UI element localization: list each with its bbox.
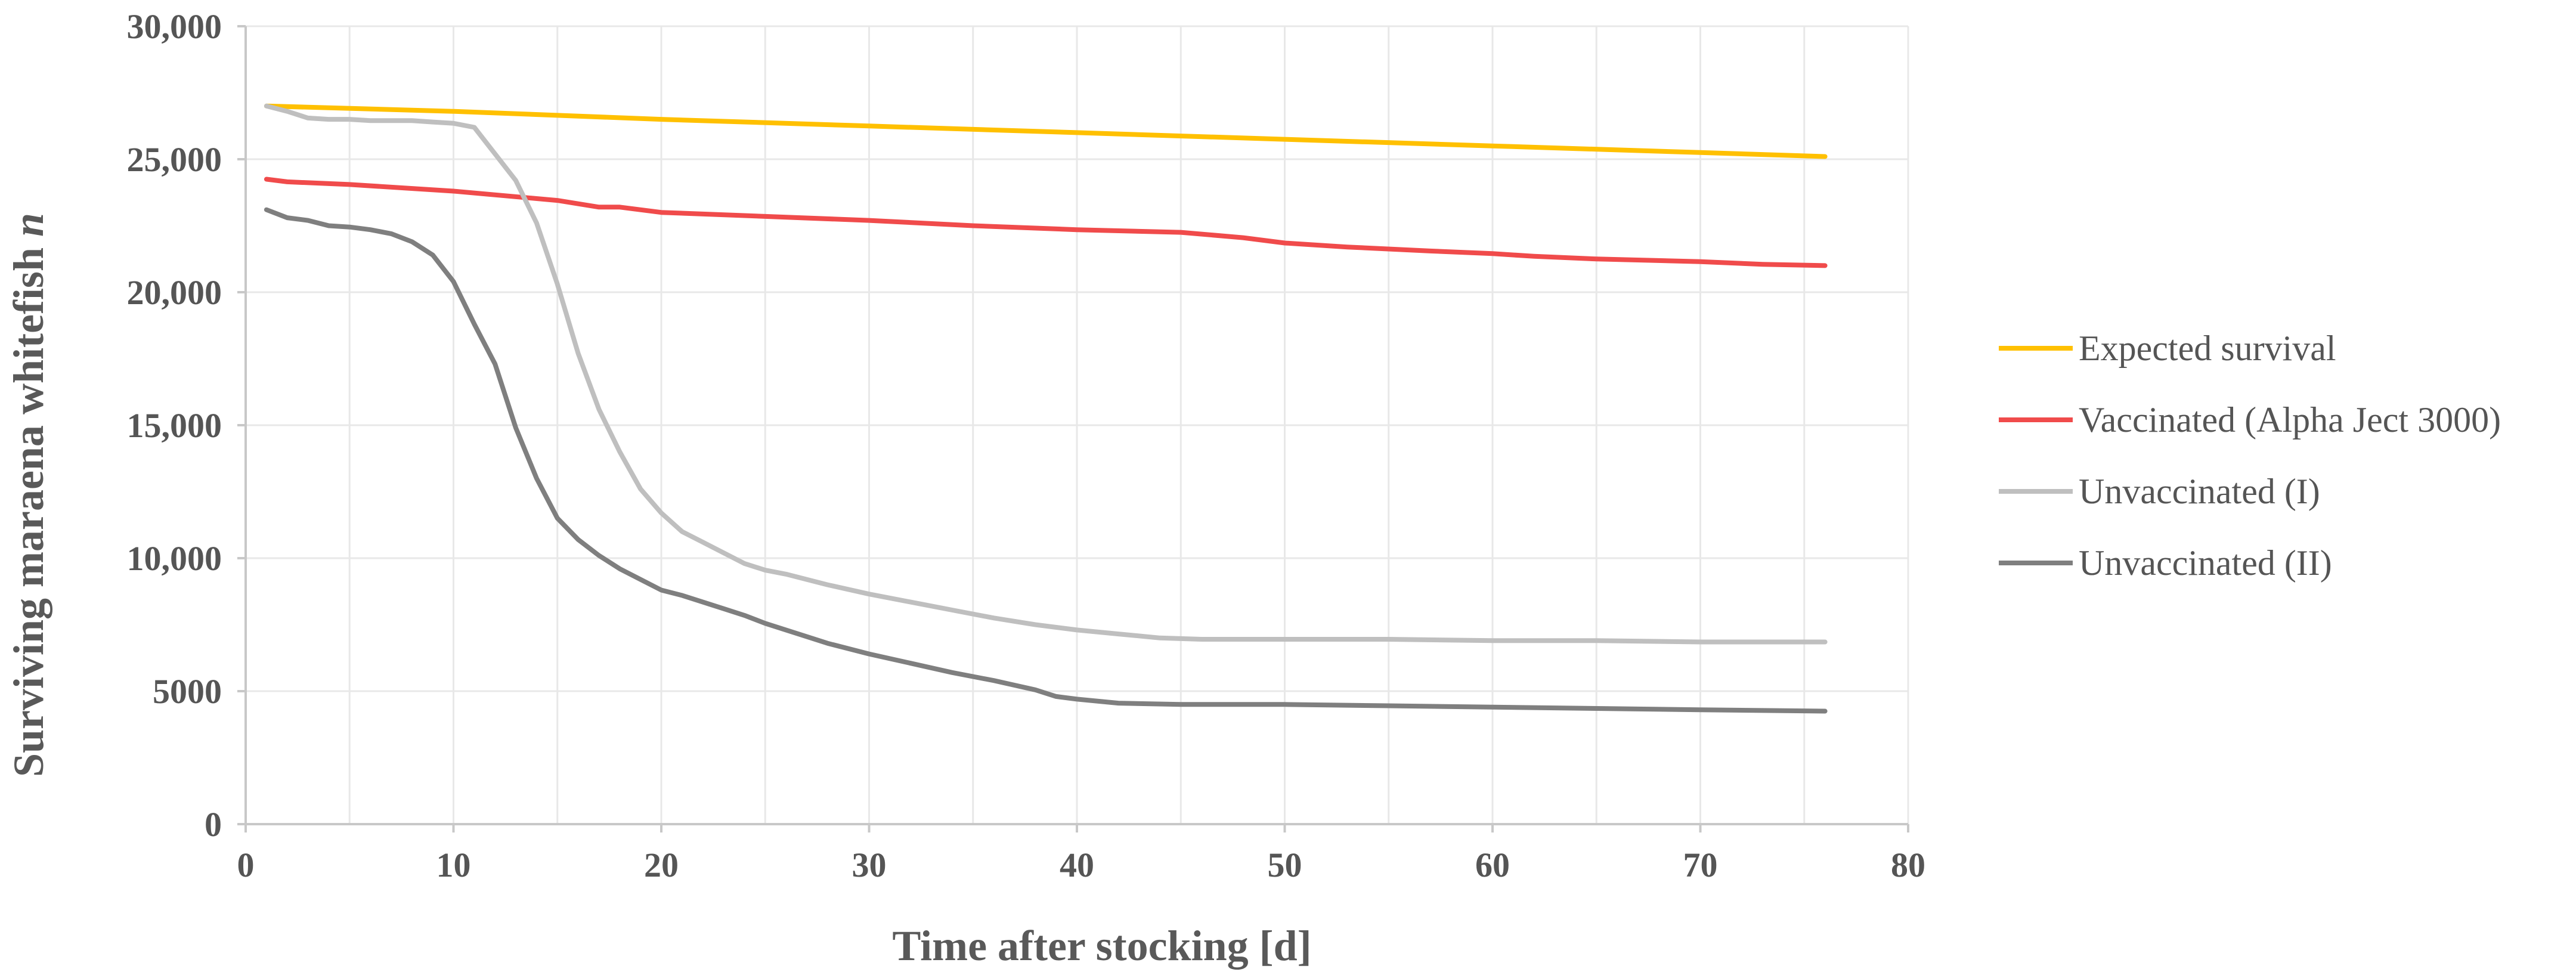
- legend-label: Expected survival: [2079, 329, 2336, 368]
- gridlines: [246, 25, 1909, 824]
- x-tick-label: 60: [1475, 846, 1510, 884]
- y-tick-label: 25,000: [127, 140, 222, 179]
- x-tick-label: 50: [1268, 846, 1302, 884]
- y-axis-title-main: Surviving maraena whitefish: [5, 237, 52, 777]
- y-axis-title-italic: n: [5, 213, 52, 237]
- x-axis-title: Time after stocking [d]: [892, 922, 1311, 970]
- x-tick-label: 0: [237, 846, 255, 884]
- x-tick-label: 20: [644, 846, 679, 884]
- x-tick-label: 70: [1683, 846, 1718, 884]
- y-tick-label: 10,000: [127, 539, 222, 578]
- legend: Expected survival Vaccinated (Alpha Ject …: [1999, 329, 2501, 583]
- legend-label: Unvaccinated (II): [2079, 543, 2332, 583]
- x-tick-label: 80: [1891, 846, 1925, 884]
- series-line-expected-survival: [264, 103, 1828, 159]
- legend-label: Unvaccinated (I): [2079, 472, 2320, 511]
- series-line-unvaccinated-i: [264, 103, 1828, 645]
- series-line-unvaccinated-ii: [264, 207, 1828, 714]
- series-lines: [264, 103, 1828, 714]
- x-tick-label: 30: [852, 846, 887, 884]
- series-line-vaccinated-alpha-ject-3000: [264, 177, 1828, 268]
- y-axis-title: Surviving maraena whitefish n: [5, 213, 52, 777]
- x-tick-label: 40: [1060, 846, 1094, 884]
- y-tick-label: 15,000: [127, 406, 222, 445]
- tick-labels: 0 10 20 30 40 50 60 70 80 0 5000 10,000 15,000 20,000…: [127, 7, 1926, 884]
- y-tick-label: 30,000: [127, 7, 222, 46]
- y-tick-label: 0: [205, 805, 222, 844]
- y-tick-label: 5000: [153, 672, 222, 711]
- axes: [237, 25, 1909, 832]
- y-tick-label: 20,000: [127, 273, 222, 312]
- legend-label: Vaccinated (Alpha Ject 3000): [2079, 400, 2501, 440]
- x-tick-label: 10: [436, 846, 471, 884]
